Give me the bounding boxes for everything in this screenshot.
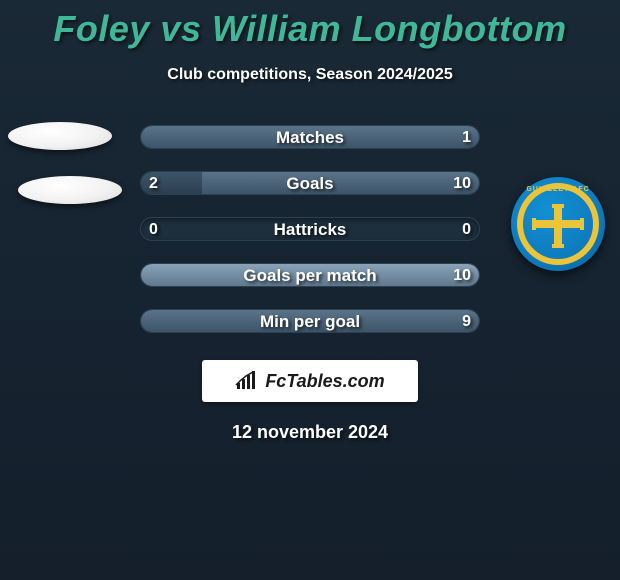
bar-track: Matches1 <box>140 125 480 149</box>
bar-track: Min per goal9 <box>140 309 480 333</box>
value-left: 0 <box>149 218 158 241</box>
bar-track: Goals2 10 <box>140 171 480 195</box>
page-subtitle: Club competitions, Season 2024/2025 <box>0 66 620 84</box>
value-right: 9 <box>462 310 471 333</box>
value-right: 10 <box>453 264 471 287</box>
bar-label: Goals <box>141 172 479 195</box>
club-badge: GUISELEY AFC <box>511 177 605 271</box>
date-label: 12 november 2024 <box>0 422 620 443</box>
bar-track: Hattricks0 0 <box>140 217 480 241</box>
player-oval-2 <box>18 176 122 204</box>
bar-chart-icon <box>235 371 259 391</box>
player-oval-1 <box>8 122 112 150</box>
page-title: Foley vs William Longbottom <box>0 0 620 50</box>
badge-text: GUISELEY AFC <box>511 186 605 193</box>
bar-label: Min per goal <box>141 310 479 333</box>
brand-box: FcTables.com <box>202 360 418 402</box>
bar-label: Matches <box>141 126 479 149</box>
value-right: 10 <box>453 172 471 195</box>
value-left: 2 <box>149 172 158 195</box>
bar-label: Hattricks <box>141 218 479 241</box>
value-right: 1 <box>462 126 471 149</box>
brand-label: FcTables.com <box>265 371 384 392</box>
stat-row: Goals per match10 <box>10 252 610 298</box>
bar-track: Goals per match10 <box>140 263 480 287</box>
cross-icon <box>536 202 580 246</box>
bar-label: Goals per match <box>141 264 479 287</box>
value-right: 0 <box>462 218 471 241</box>
stat-row: Min per goal9 <box>10 298 610 344</box>
